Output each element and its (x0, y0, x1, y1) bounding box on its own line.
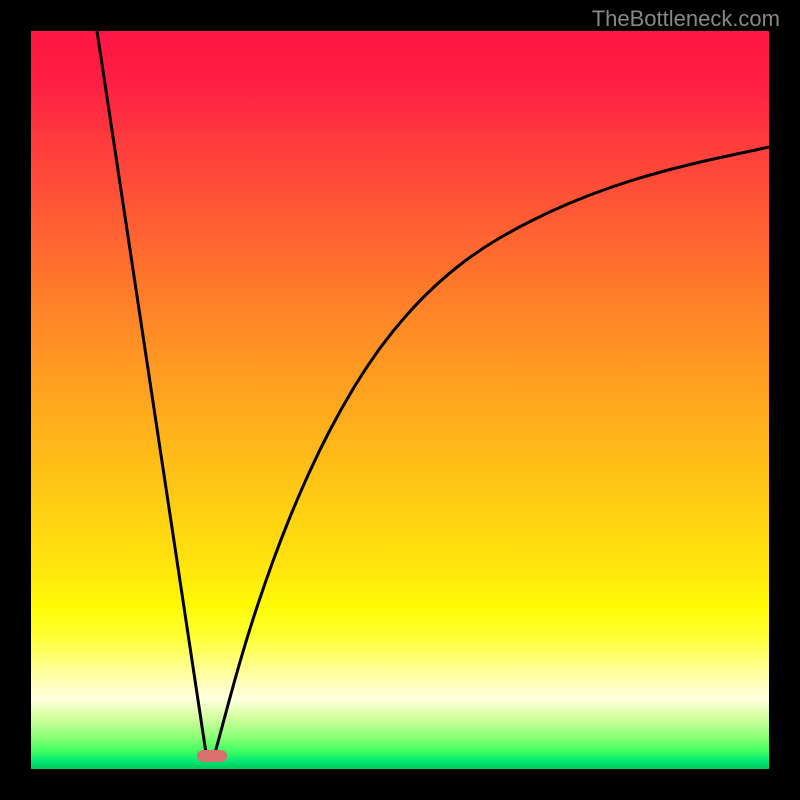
optimal-marker (197, 750, 227, 762)
chart-container: TheBottleneck.com (0, 0, 800, 800)
gradient-background (31, 31, 769, 769)
plot-area (31, 31, 769, 769)
watermark-text: TheBottleneck.com (592, 6, 780, 32)
